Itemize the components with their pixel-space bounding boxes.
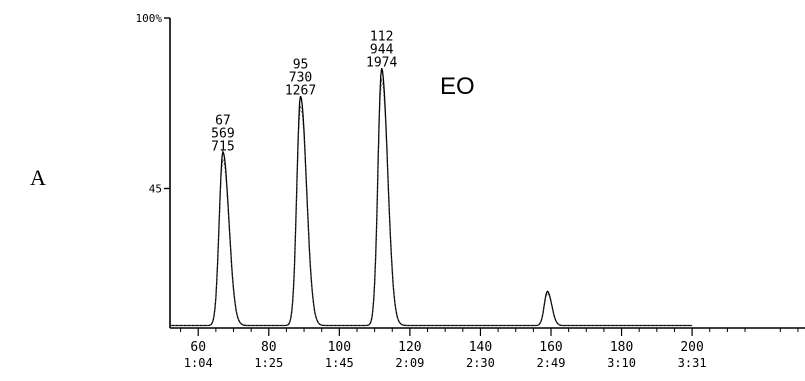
time-tick-label: 2:49 (537, 356, 566, 370)
y-tick-label: 100% (136, 12, 163, 25)
time-tick-label: 1:45 (325, 356, 354, 370)
x-tick-label: 120 (398, 340, 421, 355)
time-tick-label: 3:31 (678, 356, 707, 370)
x-tick-label: 100 (328, 340, 351, 355)
time-tick-label: 1:25 (254, 356, 283, 370)
x-tick-label: 80 (261, 340, 277, 355)
x-tick-label: 60 (190, 340, 206, 355)
x-tick-label: 140 (469, 340, 492, 355)
peak-label: 569 (211, 126, 234, 141)
chromatogram-trace-secondary (170, 78, 693, 326)
axes (169, 18, 805, 329)
chromatogram-trace (170, 68, 693, 327)
y-tick-label: 45 (149, 183, 162, 196)
time-tick-label: 3:10 (607, 356, 636, 370)
x-tick-label: 200 (680, 340, 703, 355)
sample-label: EO (440, 73, 475, 100)
peak-label: 1267 (285, 84, 316, 99)
peak-label: 944 (370, 43, 394, 58)
panel-label: A (30, 165, 46, 190)
time-tick-label: 2:09 (395, 356, 424, 370)
x-tick-label: 180 (610, 340, 633, 355)
peak-label: 112 (370, 30, 393, 45)
time-tick-label: 1:04 (184, 356, 213, 370)
time-tick-label: 2:30 (466, 356, 495, 370)
peak-label: 95 (293, 58, 309, 73)
peak-label: 730 (289, 71, 312, 86)
x-tick-label: 160 (539, 340, 562, 355)
peak-label: 67 (215, 113, 231, 128)
peak-label: 1974 (366, 56, 397, 71)
peak-label: 715 (211, 139, 234, 154)
